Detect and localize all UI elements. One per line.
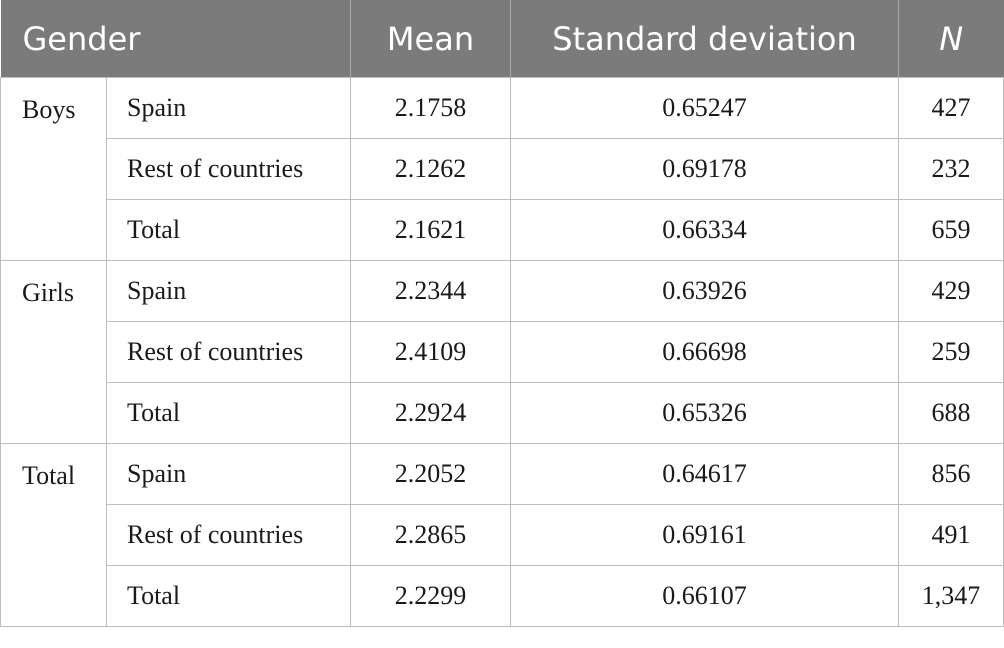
group-label: Rest of countries [105,138,352,200]
table-row: Total 2.2924 0.65326 688 [1,382,1004,444]
n-value: 232 [898,138,1004,200]
mean-value: 2.2052 [350,443,512,505]
n-value: 491 [898,504,1004,566]
n-value: 688 [898,382,1004,444]
n-value: 259 [898,321,1004,383]
gender-cell-girls: Girls [0,260,107,444]
group-label: Spain [105,260,352,322]
mean-value: 2.4109 [350,321,512,383]
sd-value: 0.69161 [510,504,900,566]
table-row: Rest of countries 2.2865 0.69161 491 [1,504,1004,566]
table-row: Total 2.2299 0.66107 1,347 [1,565,1004,627]
header-row: Gender Mean Standard deviation N [0,0,1004,78]
group-label: Spain [105,77,352,139]
mean-value: 2.1758 [350,77,512,139]
header-standard-deviation: Standard deviation [510,0,899,78]
n-value: 427 [898,77,1004,139]
mean-value: 2.2924 [350,382,512,444]
table-row: Rest of countries 2.4109 0.66698 259 [1,321,1004,383]
header-mean: Mean [350,0,511,78]
n-value: 1,347 [898,565,1004,627]
sd-value: 0.66698 [510,321,900,383]
gender-cell-total: Total [0,443,107,627]
header-gender: Gender [0,0,351,78]
table-row: Total 2.1621 0.66334 659 [1,199,1004,261]
mean-value: 2.2865 [350,504,512,566]
sd-value: 0.69178 [510,138,900,200]
sd-value: 0.65247 [510,77,900,139]
group-label: Total [105,382,352,444]
gender-cell-boys: Boys [0,77,107,261]
mean-value: 2.2344 [350,260,512,322]
table-row: Girls Spain 2.2344 0.63926 429 [0,260,1004,444]
mean-value: 2.1262 [350,138,512,200]
sd-value: 0.63926 [510,260,900,322]
sd-value: 0.66334 [510,199,900,261]
n-value: 429 [898,260,1004,322]
group-label: Spain [105,443,352,505]
n-value: 856 [898,443,1004,505]
group-label: Rest of countries [105,321,352,383]
header-n: N [898,0,1004,78]
sd-value: 0.66107 [510,565,900,627]
sd-value: 0.65326 [510,382,900,444]
table-row: Boys Spain 2.1758 0.65247 427 [0,77,1004,261]
table-header: Gender Mean Standard deviation N [0,0,1004,78]
table-row: Total Spain 2.2052 0.64617 856 [0,443,1004,627]
n-value: 659 [898,199,1004,261]
statistics-table: Gender Mean Standard deviation N Boys Sp… [0,0,1004,627]
group-label: Total [105,199,352,261]
group-label: Rest of countries [105,504,352,566]
group-label: Total [105,565,352,627]
mean-value: 2.1621 [350,199,512,261]
mean-value: 2.2299 [350,565,512,627]
table-body: Boys Spain 2.1758 0.65247 427 Rest of co… [0,77,1004,627]
table-row: Rest of countries 2.1262 0.69178 232 [1,138,1004,200]
sd-value: 0.64617 [510,443,900,505]
